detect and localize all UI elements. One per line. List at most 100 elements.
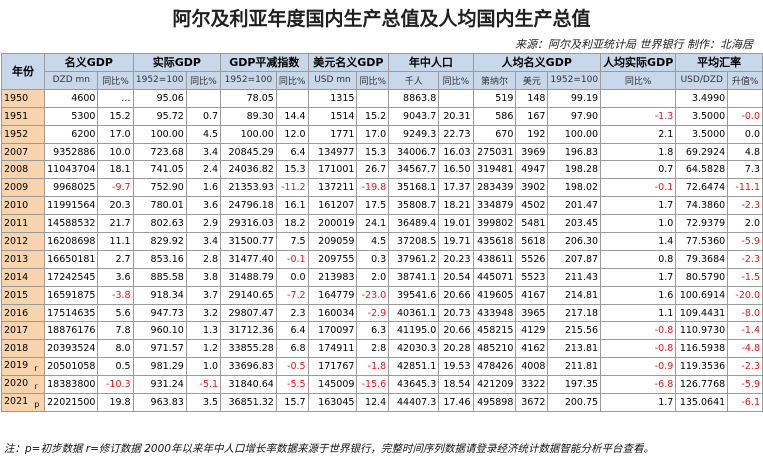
cell: 69.2924	[675, 142, 729, 162]
cell: 20.28	[438, 339, 474, 359]
cell: -20.0	[727, 285, 763, 305]
year-cell: 2021 p	[0, 393, 46, 412]
year: 2017	[4, 325, 29, 337]
revision-flag: r	[34, 364, 38, 374]
data-row: 2009 9968025 -9.7 752.90 1.6 21353.93 -11.2 137…	[0, 178, 763, 198]
cell: 29316.03	[220, 214, 277, 234]
cell: 196.83	[547, 142, 602, 162]
cell: 203.45	[547, 214, 602, 234]
cell: 72.9379	[675, 214, 729, 234]
cell: 171767	[307, 357, 358, 377]
data-row: 2014 17242545 3.6 885.58 3.8 31488.79 0.0 21398…	[0, 267, 763, 287]
unit-header: 同比%	[356, 70, 390, 90]
cell: 198.02	[547, 178, 602, 198]
cell: 148	[515, 88, 549, 108]
cell: 723.68	[132, 142, 187, 162]
cell: 134977	[307, 142, 358, 162]
year: 1950	[4, 92, 29, 104]
cell: 211.81	[547, 357, 602, 377]
cell: 918.34	[132, 285, 187, 305]
cell: 211.43	[547, 267, 602, 287]
group-header: 实际GDP	[132, 53, 222, 72]
data-row: 2020 r 18383800 -10.3 931.24 -5.1 31840.64 -5.5…	[0, 375, 763, 395]
cell: 11043704	[44, 160, 99, 180]
unit-header: 千人	[388, 70, 440, 90]
cell: 283439	[472, 178, 517, 198]
cell: 22021500	[44, 393, 99, 412]
cell: 4167	[515, 285, 549, 305]
cell: 399802	[472, 214, 517, 234]
cell: 20.23	[438, 249, 474, 269]
cell: -1.3	[600, 106, 677, 126]
cell: 2.4	[185, 160, 222, 180]
cell: 11.1	[97, 232, 134, 251]
cell: 89.30	[220, 106, 277, 126]
year-cell: 1951	[0, 106, 46, 126]
cell	[275, 88, 309, 108]
cell: 19.71	[438, 232, 474, 251]
cell: -5.5	[275, 375, 309, 395]
cell: 3.2	[185, 303, 222, 323]
cell: 1.0	[600, 214, 677, 234]
cell: 2.0	[356, 267, 390, 287]
cell: 5481	[515, 214, 549, 234]
cell: 4502	[515, 196, 549, 216]
cell: 3672	[515, 393, 549, 412]
cell: 34567.7	[388, 160, 440, 180]
cell: 1.4	[600, 232, 677, 251]
cell: 1.2	[185, 339, 222, 359]
cell: 21.7	[97, 214, 134, 234]
year-cell: 2017	[0, 321, 46, 341]
cell: -11.1	[727, 178, 763, 198]
cell: 5523	[515, 267, 549, 287]
cell: 5300	[44, 106, 99, 126]
cell: 670	[472, 124, 517, 144]
cell: -2.9	[356, 303, 390, 323]
year-cell: 2012	[0, 232, 46, 251]
cell: 433948	[472, 303, 517, 323]
title: 阿尔及利亚年度国内生产总值及人均国内生产总值	[172, 8, 591, 30]
cell: -5.9	[727, 232, 763, 251]
cell: 16.1	[275, 196, 309, 216]
group-header: 人均名义GDP	[472, 53, 602, 72]
unit-header: 第纳尔	[472, 70, 517, 90]
cell: 110.9730	[675, 321, 729, 341]
cell: 802.63	[132, 214, 187, 234]
unit-header: 1952=100	[220, 70, 277, 90]
cell: 34006.7	[388, 142, 440, 162]
year-cell: 2016	[0, 303, 46, 323]
cell: 485210	[472, 339, 517, 359]
unit-header: 升值%	[727, 70, 763, 90]
cell: 95.06	[132, 88, 187, 108]
cell: 6.4	[275, 142, 309, 162]
cell: 10.0	[97, 142, 134, 162]
cell: 16208698	[44, 232, 99, 251]
cell: 36489.4	[388, 214, 440, 234]
cell: 20.54	[438, 267, 474, 287]
unit-header: 同比%	[97, 70, 134, 90]
cell: 2.3	[275, 303, 309, 323]
cell: -1.8	[356, 357, 390, 377]
cell: 3.4	[185, 142, 222, 162]
year-cell: 2008	[0, 160, 46, 180]
year-cell: 2015	[0, 285, 46, 305]
year: 2012	[4, 235, 29, 247]
cell: 6.3	[356, 321, 390, 341]
year-cell: 2020 r	[0, 375, 46, 395]
cell: 19.8	[97, 393, 134, 412]
cell: -15.6	[356, 375, 390, 395]
table-body: 1950 4600… 95.06 78.05 1315 8863.8 519 148 99.19…	[0, 88, 763, 412]
cell: 167	[515, 106, 549, 126]
cell: 3322	[515, 375, 549, 395]
cell: 21353.93	[220, 178, 277, 198]
unit-header: 1952=100	[132, 70, 187, 90]
cell: 7.3	[727, 160, 763, 180]
cell: 100.00	[547, 124, 602, 144]
header-row: 年份 名义GDP 实际GDP GDP平减指数 美元名义GDP 年中人口 人均名义GDP 人均实…	[0, 53, 763, 90]
cell: 29140.65	[220, 285, 277, 305]
cell: -0.8	[600, 339, 677, 359]
unit-header: 同比%	[275, 70, 309, 90]
cell: 198.28	[547, 160, 602, 180]
cell: 17.0	[97, 124, 134, 144]
cell: 12.4	[356, 393, 390, 412]
